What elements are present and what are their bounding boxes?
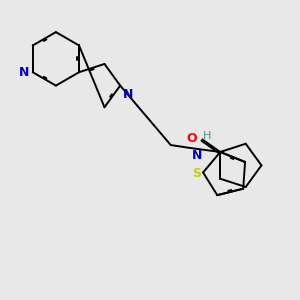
Text: N: N — [123, 88, 134, 100]
Text: S: S — [192, 167, 201, 180]
Text: N: N — [191, 149, 202, 162]
Text: O: O — [187, 132, 197, 145]
Text: N: N — [18, 66, 29, 79]
Text: H: H — [202, 131, 211, 141]
